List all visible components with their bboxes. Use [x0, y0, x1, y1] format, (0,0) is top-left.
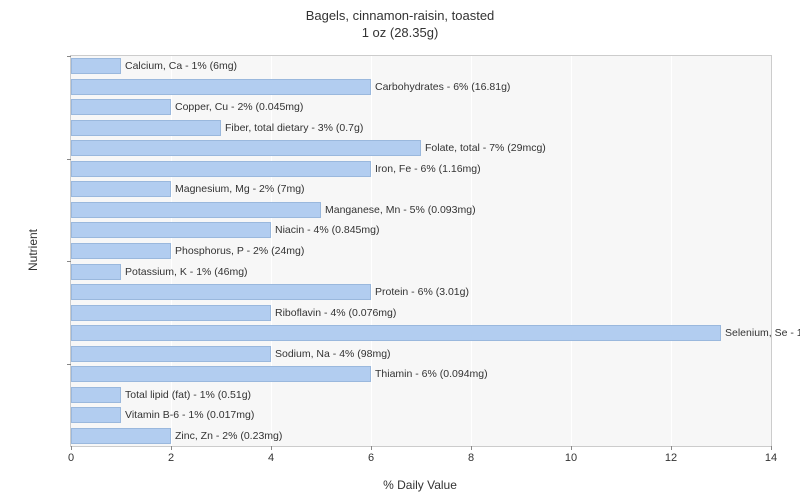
bar-label: Magnesium, Mg - 2% (7mg)	[171, 183, 305, 195]
bar	[71, 346, 271, 362]
title-line-1: Bagels, cinnamon-raisin, toasted	[306, 8, 495, 23]
bar-label: Potassium, K - 1% (46mg)	[121, 266, 248, 278]
ytick-mark	[67, 261, 71, 262]
xtick-label: 14	[765, 452, 777, 464]
xtick-mark	[71, 446, 72, 450]
title-line-2: 1 oz (28.35g)	[362, 25, 439, 40]
bar	[71, 181, 171, 197]
bar-label: Calcium, Ca - 1% (6mg)	[121, 60, 237, 72]
xtick-mark	[371, 446, 372, 450]
bar-label: Protein - 6% (3.01g)	[371, 286, 469, 298]
ytick-mark	[67, 159, 71, 160]
bar-label: Phosphorus, P - 2% (24mg)	[171, 245, 304, 257]
bar-label: Total lipid (fat) - 1% (0.51g)	[121, 389, 251, 401]
bar	[71, 264, 121, 280]
bar-label: Riboflavin - 4% (0.076mg)	[271, 307, 396, 319]
gridline	[571, 56, 572, 446]
y-axis-label: Nutrient	[26, 229, 40, 271]
bar	[71, 161, 371, 177]
bar	[71, 305, 271, 321]
xtick-label: 12	[665, 452, 677, 464]
bar	[71, 284, 371, 300]
bar-label: Zinc, Zn - 2% (0.23mg)	[171, 430, 282, 442]
bar	[71, 79, 371, 95]
gridline	[671, 56, 672, 446]
bar	[71, 243, 171, 259]
xtick-mark	[271, 446, 272, 450]
xtick-mark	[171, 446, 172, 450]
plot-area: 02468101214Calcium, Ca - 1% (6mg)Carbohy…	[70, 55, 772, 447]
bar	[71, 222, 271, 238]
bar	[71, 140, 421, 156]
bar	[71, 428, 171, 444]
bar-label: Thiamin - 6% (0.094mg)	[371, 368, 488, 380]
bar-label: Copper, Cu - 2% (0.045mg)	[171, 101, 303, 113]
xtick-mark	[771, 446, 772, 450]
bar	[71, 407, 121, 423]
bar-label: Vitamin B-6 - 1% (0.017mg)	[121, 409, 254, 421]
xtick-label: 2	[168, 452, 174, 464]
gridline	[371, 56, 372, 446]
bar	[71, 202, 321, 218]
bar	[71, 99, 171, 115]
bar	[71, 387, 121, 403]
bar-label: Manganese, Mn - 5% (0.093mg)	[321, 204, 476, 216]
ytick-mark	[67, 56, 71, 57]
bar-label: Iron, Fe - 6% (1.16mg)	[371, 163, 481, 175]
ytick-mark	[67, 364, 71, 365]
xtick-label: 6	[368, 452, 374, 464]
bar	[71, 58, 121, 74]
xtick-label: 10	[565, 452, 577, 464]
bar-label: Folate, total - 7% (29mcg)	[421, 142, 546, 154]
xtick-mark	[671, 446, 672, 450]
bar-label: Carbohydrates - 6% (16.81g)	[371, 81, 510, 93]
bar	[71, 325, 721, 341]
bar-label: Selenium, Se - 13% (9.4mcg)	[721, 327, 800, 339]
bar	[71, 366, 371, 382]
xtick-label: 8	[468, 452, 474, 464]
xtick-label: 4	[268, 452, 274, 464]
bar	[71, 120, 221, 136]
xtick-label: 0	[68, 452, 74, 464]
chart-container: Bagels, cinnamon-raisin, toasted 1 oz (2…	[0, 0, 800, 500]
bar-label: Fiber, total dietary - 3% (0.7g)	[221, 122, 363, 134]
xtick-mark	[471, 446, 472, 450]
bar-label: Niacin - 4% (0.845mg)	[271, 224, 379, 236]
xtick-mark	[571, 446, 572, 450]
chart-title: Bagels, cinnamon-raisin, toasted 1 oz (2…	[0, 0, 800, 42]
gridline	[471, 56, 472, 446]
bar-label: Sodium, Na - 4% (98mg)	[271, 348, 391, 360]
x-axis-label: % Daily Value	[70, 478, 770, 492]
